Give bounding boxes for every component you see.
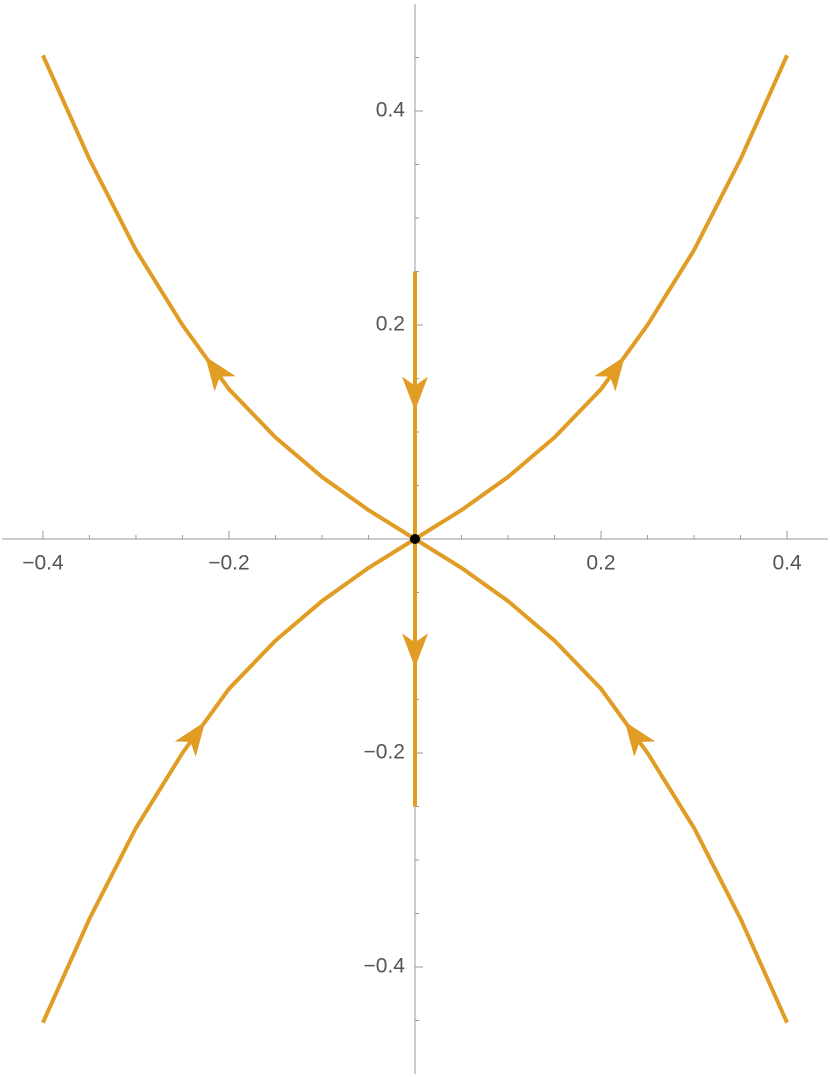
arrowhead bbox=[402, 633, 428, 668]
arrowhead bbox=[402, 376, 429, 411]
x-tick-label: 0.2 bbox=[586, 552, 615, 575]
y-tick-label: 0.4 bbox=[376, 99, 406, 122]
fixed-point bbox=[410, 534, 420, 544]
x-tick-label: −0.2 bbox=[208, 552, 249, 575]
y-tick-label: 0.2 bbox=[376, 313, 405, 336]
stream-line bbox=[41, 537, 417, 1024]
arrowhead bbox=[594, 356, 625, 392]
y-tick-label: −0.4 bbox=[364, 955, 406, 978]
stream-line bbox=[41, 54, 417, 541]
arrowhead bbox=[624, 721, 656, 757]
stream-line bbox=[413, 54, 789, 541]
y-tick-label: −0.2 bbox=[364, 741, 405, 764]
arrowhead bbox=[174, 721, 206, 757]
x-tick-label: 0.4 bbox=[772, 552, 802, 575]
stream-line bbox=[413, 537, 789, 1024]
arrowhead bbox=[205, 356, 236, 392]
x-tick-label: −0.4 bbox=[22, 552, 64, 575]
